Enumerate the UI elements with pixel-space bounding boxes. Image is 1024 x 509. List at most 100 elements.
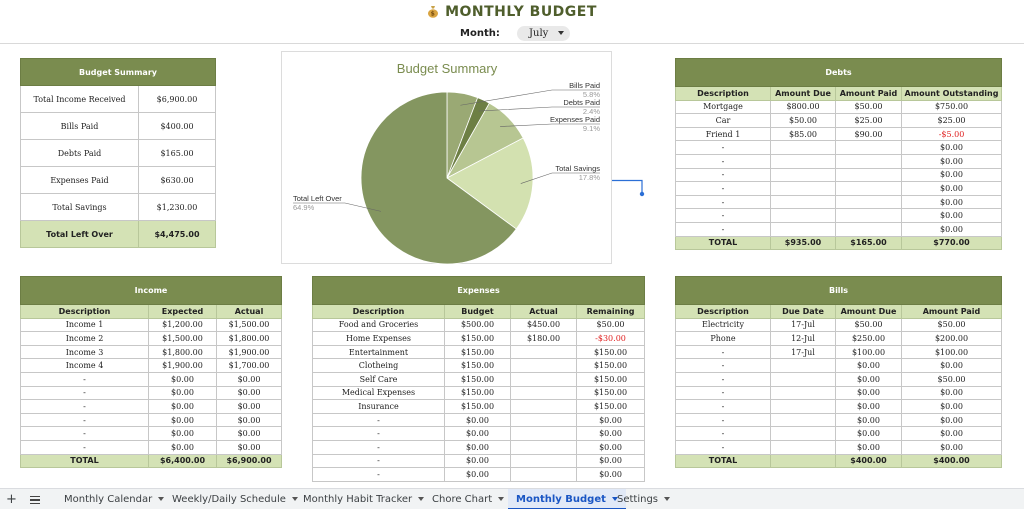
tab-monthly-habit-tracker[interactable]: Monthly Habit Tracker bbox=[295, 489, 432, 509]
summary-row-value[interactable]: $6,900.00 bbox=[138, 85, 216, 113]
income-cell[interactable]: $0.00 bbox=[215, 439, 283, 455]
debts-cell[interactable] bbox=[835, 153, 902, 169]
income-cell[interactable]: - bbox=[20, 385, 149, 401]
bills-cell[interactable]: $0.00 bbox=[835, 439, 902, 455]
bills-cell[interactable]: Electricity bbox=[675, 317, 771, 333]
expenses-cell[interactable]: $0.00 bbox=[444, 467, 511, 482]
month-dropdown[interactable]: July bbox=[517, 26, 570, 41]
expenses-cell[interactable]: $0.00 bbox=[575, 453, 646, 469]
debts-cell[interactable]: - bbox=[675, 194, 771, 210]
tab-settings[interactable]: Settings bbox=[609, 489, 678, 509]
bills-cell[interactable]: - bbox=[675, 371, 771, 387]
income-cell[interactable]: Income 2 bbox=[20, 331, 149, 346]
expenses-cell[interactable] bbox=[510, 439, 577, 455]
bills-cell[interactable]: Phone bbox=[675, 331, 771, 346]
tab-chore-chart[interactable]: Chore Chart bbox=[424, 489, 512, 509]
debts-cell[interactable]: $90.00 bbox=[835, 126, 902, 142]
debts-cell[interactable]: Friend 1 bbox=[675, 126, 771, 142]
bills-cell[interactable]: $0.00 bbox=[835, 412, 902, 428]
income-total-cell[interactable]: $6,400.00 bbox=[148, 453, 217, 469]
debts-cell[interactable]: $25.00 bbox=[835, 113, 902, 128]
debts-cell[interactable]: - bbox=[675, 153, 771, 169]
tab-monthly-calendar[interactable]: Monthly Calendar bbox=[56, 489, 172, 509]
bills-cell[interactable]: $50.00 bbox=[900, 317, 1003, 333]
debts-total-cell[interactable]: $935.00 bbox=[770, 235, 836, 251]
bills-cell[interactable]: - bbox=[675, 412, 771, 428]
bills-cell[interactable]: $0.00 bbox=[900, 412, 1003, 428]
expenses-cell[interactable]: $180.00 bbox=[510, 331, 577, 346]
expenses-cell[interactable]: $150.00 bbox=[444, 399, 511, 414]
income-total-cell[interactable]: TOTAL bbox=[20, 453, 149, 469]
debts-cell[interactable]: $0.00 bbox=[900, 167, 1003, 183]
summary-row-label[interactable]: Bills Paid bbox=[20, 112, 139, 140]
debts-cell[interactable]: $800.00 bbox=[770, 99, 836, 115]
expenses-cell[interactable] bbox=[510, 358, 577, 373]
budget-summary-chart[interactable]: Budget Summary Bills Paid 5.8% Debts Paid 2… bbox=[281, 51, 612, 265]
bills-cell[interactable]: $200.00 bbox=[900, 331, 1003, 346]
debts-total-cell[interactable]: $770.00 bbox=[900, 235, 1003, 251]
expenses-cell[interactable]: $150.00 bbox=[444, 344, 511, 360]
bills-cell[interactable]: $0.00 bbox=[835, 426, 902, 441]
income-cell[interactable]: $0.00 bbox=[148, 439, 217, 455]
expenses-cell[interactable] bbox=[510, 399, 577, 414]
chevron-down-icon[interactable] bbox=[291, 497, 298, 501]
debts-cell[interactable]: - bbox=[675, 181, 771, 196]
summary-row-label[interactable]: Debts Paid bbox=[20, 139, 139, 167]
debts-cell[interactable]: $25.00 bbox=[900, 113, 1003, 128]
expenses-cell[interactable] bbox=[510, 385, 577, 401]
bills-cell[interactable] bbox=[770, 358, 836, 373]
debts-cell[interactable] bbox=[770, 140, 836, 155]
income-cell[interactable]: Income 3 bbox=[20, 344, 149, 360]
bills-cell[interactable]: $250.00 bbox=[835, 331, 902, 346]
menu-icon[interactable] bbox=[30, 496, 40, 504]
pie-slice-total-left-over[interactable] bbox=[360, 91, 517, 265]
debts-cell[interactable] bbox=[770, 221, 836, 237]
bills-cell[interactable] bbox=[770, 412, 836, 428]
expenses-cell[interactable]: $150.00 bbox=[444, 358, 511, 373]
bills-cell[interactable] bbox=[770, 426, 836, 441]
debts-cell[interactable]: -$5.00 bbox=[900, 126, 1003, 142]
income-cell[interactable]: - bbox=[20, 439, 149, 455]
debts-cell[interactable] bbox=[835, 208, 902, 223]
expenses-cell[interactable]: - bbox=[312, 467, 445, 482]
bills-cell[interactable]: $100.00 bbox=[900, 344, 1003, 360]
debts-total-cell[interactable]: $165.00 bbox=[835, 235, 902, 251]
income-cell[interactable]: $0.00 bbox=[148, 399, 217, 414]
expenses-cell[interactable]: Medical Expenses bbox=[312, 385, 445, 401]
debts-cell[interactable]: $0.00 bbox=[900, 181, 1003, 196]
debts-cell[interactable] bbox=[835, 167, 902, 183]
income-cell[interactable]: - bbox=[20, 371, 149, 387]
debts-cell[interactable]: - bbox=[675, 167, 771, 183]
debts-total-cell[interactable]: TOTAL bbox=[675, 235, 771, 251]
expenses-cell[interactable]: $0.00 bbox=[444, 453, 511, 469]
summary-row-value[interactable]: $630.00 bbox=[138, 166, 216, 194]
bills-cell[interactable]: - bbox=[675, 385, 771, 401]
expenses-cell[interactable]: $0.00 bbox=[575, 467, 646, 482]
income-cell[interactable]: $1,700.00 bbox=[215, 358, 283, 373]
income-cell[interactable]: $0.00 bbox=[215, 385, 283, 401]
expenses-cell[interactable] bbox=[510, 412, 577, 428]
plus-icon[interactable]: + bbox=[6, 492, 17, 507]
total-left-over-label[interactable]: Total Left Over bbox=[20, 220, 139, 248]
expenses-cell[interactable]: $150.00 bbox=[575, 385, 646, 401]
income-cell[interactable]: $0.00 bbox=[148, 426, 217, 441]
debts-cell[interactable]: - bbox=[675, 208, 771, 223]
debts-cell[interactable] bbox=[770, 194, 836, 210]
income-cell[interactable]: $0.00 bbox=[215, 426, 283, 441]
expenses-cell[interactable]: Self Care bbox=[312, 371, 445, 387]
income-cell[interactable]: $0.00 bbox=[148, 412, 217, 428]
expenses-cell[interactable]: $0.00 bbox=[575, 439, 646, 455]
bills-cell[interactable]: $50.00 bbox=[835, 317, 902, 333]
bills-cell[interactable]: $0.00 bbox=[900, 399, 1003, 414]
income-cell[interactable]: $1,900.00 bbox=[215, 344, 283, 360]
income-cell[interactable]: $0.00 bbox=[215, 412, 283, 428]
debts-cell[interactable] bbox=[835, 221, 902, 237]
expenses-cell[interactable]: $0.00 bbox=[444, 426, 511, 441]
debts-cell[interactable]: $0.00 bbox=[900, 140, 1003, 155]
bills-cell[interactable]: $50.00 bbox=[900, 371, 1003, 387]
expenses-cell[interactable]: Entertainment bbox=[312, 344, 445, 360]
bills-cell[interactable]: - bbox=[675, 426, 771, 441]
expenses-cell[interactable] bbox=[510, 453, 577, 469]
income-cell[interactable]: Income 1 bbox=[20, 317, 149, 333]
summary-row-label[interactable]: Expenses Paid bbox=[20, 166, 139, 194]
